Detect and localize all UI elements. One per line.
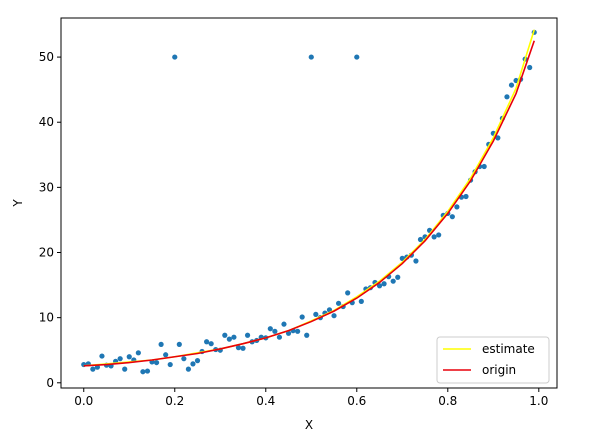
data-point [376,283,383,289]
data-point [417,236,424,243]
data-point [436,232,442,238]
y-tick-label: 0 [46,376,54,390]
data-point [508,82,515,88]
data-point [204,339,210,345]
y-tick-label: 40 [39,115,54,129]
legend: estimate origin [436,336,550,384]
data-point [481,163,487,170]
y-tick-label: 30 [39,180,54,194]
data-point [308,54,314,60]
x-tick-label: 0.2 [165,394,184,408]
data-point [431,234,437,240]
plot-area [60,17,558,389]
data-point [235,345,242,351]
y-tick-label: 20 [39,246,54,260]
data-point [281,321,287,327]
axes-frame [60,17,558,389]
data-point [345,290,351,296]
data-point [527,64,533,71]
data-point [99,353,105,359]
data-point [299,314,305,320]
origin-line [83,40,536,367]
data-point [163,352,169,358]
axes-background [61,18,557,388]
y-axis: 0 10 20 30 40 50 [39,50,61,390]
data-point [208,341,214,347]
data-point [267,326,273,332]
data-point [335,300,342,306]
data-point [153,359,160,366]
data-point [358,298,364,304]
data-point [144,368,151,374]
y-tick-label: 50 [39,50,54,64]
series-layer [81,29,537,375]
data-point [390,278,396,284]
data-point [222,332,228,338]
data-point [276,334,283,340]
data-point [295,328,301,334]
data-point [172,54,178,60]
x-tick-label: 0.0 [74,394,93,408]
data-point [304,332,310,338]
legend-label-origin: origin [482,363,516,377]
data-point [413,258,419,264]
legend-label-estimate: estimate [482,342,535,356]
x-axis-title: X [305,418,313,432]
data-point [126,354,132,360]
x-axis: 0.0 0.2 0.4 0.6 0.8 1.0 [74,388,548,408]
data-point [495,135,501,141]
x-tick-label: 0.6 [347,394,366,408]
x-tick-label: 1.0 [529,394,548,408]
data-point [185,366,192,372]
data-point [354,54,360,60]
data-point [181,356,187,362]
data-point [399,255,405,261]
data-point [194,358,201,364]
data-point [395,274,401,280]
data-point [285,330,292,336]
y-axis-title: Y [11,199,25,208]
x-tick-label: 0.4 [256,394,275,408]
data-point [190,361,196,367]
x-tick-label: 0.8 [438,394,457,408]
data-point [167,361,173,368]
data-point [158,341,164,347]
data-point [331,313,337,319]
data-point [504,94,510,100]
data-point [272,328,278,334]
data-point [463,193,469,200]
data-point [381,281,387,287]
data-point [449,214,455,220]
data-point [313,311,319,317]
y-tick-label: 10 [39,311,54,325]
data-point [240,345,246,351]
data-point [140,369,146,375]
data-point [176,341,182,347]
data-point [90,366,96,372]
data-point [454,204,460,210]
data-point [231,334,237,340]
data-point [226,336,232,342]
data-point [135,350,141,356]
data-point [117,356,123,362]
data-point [244,332,251,338]
data-point [122,366,128,372]
